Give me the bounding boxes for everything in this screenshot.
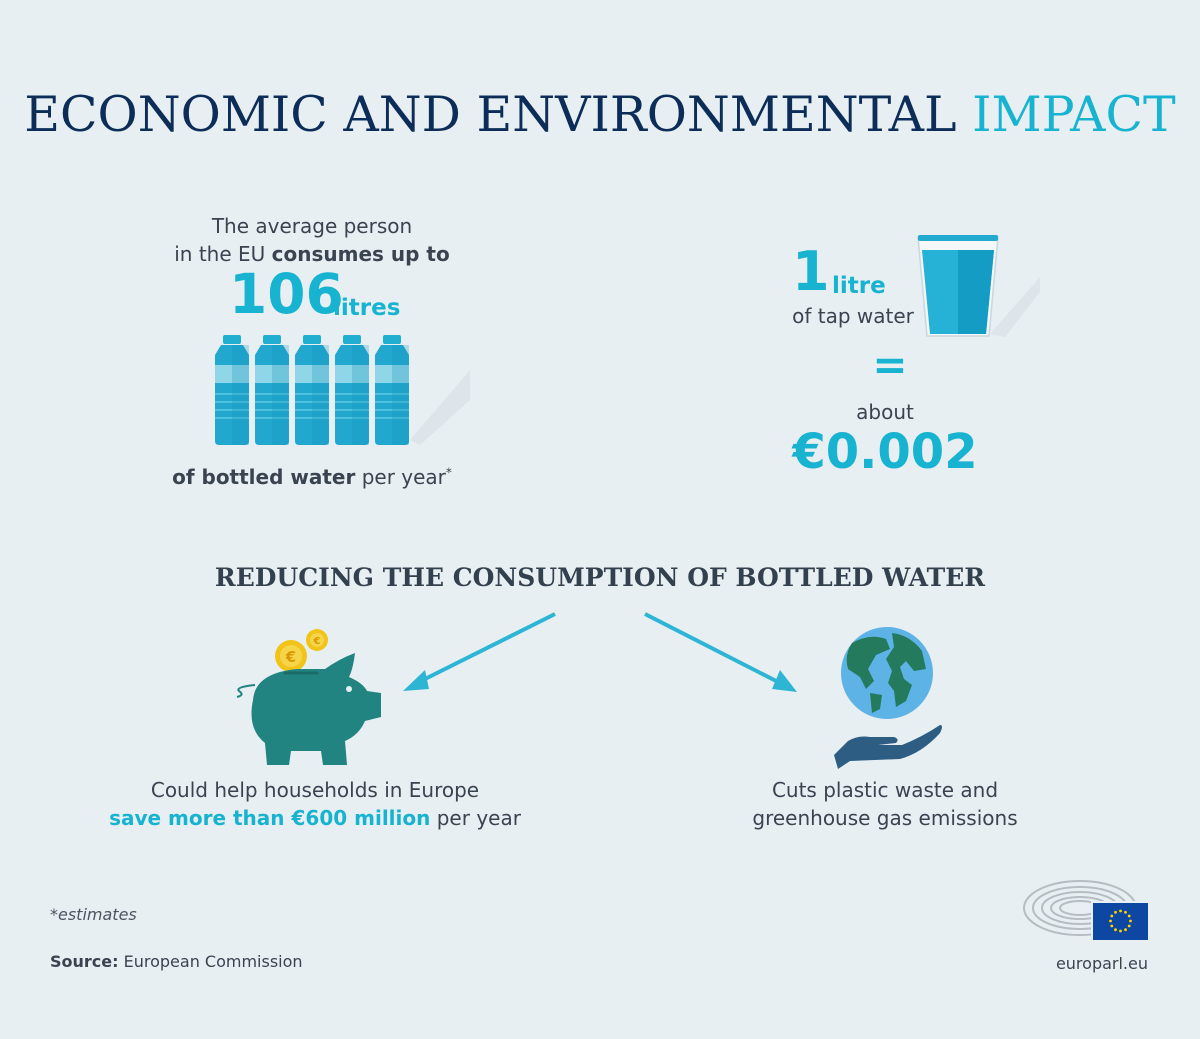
about-label: about xyxy=(856,400,914,424)
arrow-icon xyxy=(644,612,797,692)
water-bottles-group xyxy=(215,335,470,445)
hand-icon xyxy=(834,725,942,769)
tap-label: of tap water xyxy=(792,304,914,328)
bottled-outro-plain: per year xyxy=(361,465,446,489)
bottled-unit: litres xyxy=(333,295,401,321)
water-bottle-icon xyxy=(255,335,289,445)
water-bottle-icon xyxy=(295,335,329,445)
bottled-intro-line-2: in the EU consumes up to xyxy=(130,242,494,266)
source-label: Source: xyxy=(50,952,119,971)
benefit-environment-line-1: Cuts plastic waste and xyxy=(771,778,999,802)
benefit-environment-line-2: greenhouse gas emissions xyxy=(752,806,1018,830)
globe-in-hand-group xyxy=(834,627,942,769)
tap-unit: litre xyxy=(832,273,886,299)
section-subtitle: REDUCING THE CONSUMPTION OF BOTTLED WATE… xyxy=(214,563,986,592)
globe-icon xyxy=(841,627,933,719)
benefit-savings-highlight: save more than €600 million xyxy=(109,806,431,830)
euro-coin-symbol: € xyxy=(285,648,296,666)
title-part-1: ECONOMIC AND ENVIRONMENTAL xyxy=(24,86,957,143)
water-bottle-icon xyxy=(335,335,369,445)
benefit-savings-plain: per year xyxy=(436,806,521,830)
water-bottle-icon xyxy=(215,335,249,445)
source-line: Source: European Commission xyxy=(50,952,303,971)
bottled-outro: of bottled water per year* xyxy=(130,465,494,489)
title-part-2: IMPACT xyxy=(972,86,1176,143)
piggy-bank-icon: € € xyxy=(236,629,381,765)
tap-price: €0.002 xyxy=(792,424,978,480)
water-glass-icon xyxy=(917,235,1040,337)
europarl-link[interactable]: europarl.eu xyxy=(1055,954,1148,973)
arrows-group xyxy=(403,612,797,692)
bottled-amount: 106 xyxy=(229,262,344,326)
bottled-intro-plain: in the EU xyxy=(174,242,266,266)
benefit-savings-line-1: Could help households in Europe xyxy=(150,778,480,802)
water-bottle-icon xyxy=(375,335,409,445)
bottled-intro-line-1: The average person xyxy=(211,214,413,238)
benefit-savings-line-2: save more than €600 million per year xyxy=(90,806,540,830)
tap-amount: 1 xyxy=(792,240,830,303)
euro-coin-symbol: € xyxy=(313,636,321,647)
bottled-intro-bold: consumes up to xyxy=(271,242,450,266)
equals-sign: = xyxy=(872,340,908,389)
bottled-outro-bold: of bottled water xyxy=(172,465,356,489)
page-title: ECONOMIC AND ENVIRONMENTAL IMPACT xyxy=(0,86,1200,143)
bottled-asterisk: * xyxy=(445,465,452,480)
footnote: *estimates xyxy=(50,905,137,924)
parliament-logo-icon xyxy=(1023,880,1150,942)
eu-flag-icon xyxy=(1091,901,1150,942)
bottles-shadow xyxy=(410,370,470,445)
source-value: European Commission xyxy=(123,952,303,971)
arrow-icon xyxy=(403,612,556,691)
